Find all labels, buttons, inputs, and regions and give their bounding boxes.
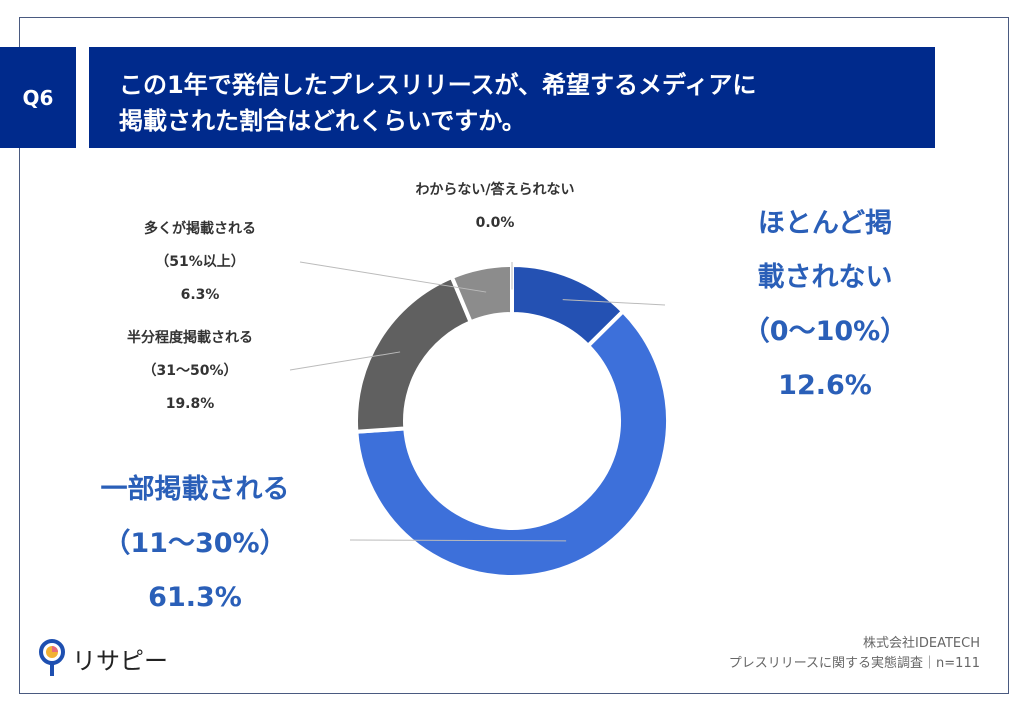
slice-1-value: 61.3%	[148, 582, 242, 613]
title-line-1: この1年で発信したプレスリリースが、希望するメディアに	[119, 71, 757, 99]
slice-3-range: （51%以上）	[155, 254, 245, 270]
logo-pin-icon	[39, 639, 65, 676]
slice-2-name: 半分程度掲載される	[127, 330, 253, 346]
donut-slice-2	[354, 274, 474, 434]
frame	[19, 17, 1009, 694]
slice-0-range: （0〜10%）	[742, 316, 908, 347]
slice-1-name: 一部掲載される	[100, 474, 290, 505]
donut-slice-1	[354, 308, 670, 579]
leader-line-1	[349, 539, 567, 542]
slice-0-name: ほとんど掲載されない	[757, 208, 893, 293]
slice-4-value: 0.0%	[475, 215, 515, 231]
leader-line-0	[562, 299, 666, 306]
label-slice-3: 多くが掲載される （51%以上） 6.3%	[100, 213, 300, 312]
slice-1-range: （11〜30%）	[103, 528, 287, 559]
slice-2-range: （31〜50%）	[142, 363, 238, 379]
label-slice-2: 半分程度掲載される （31〜50%） 19.8%	[90, 322, 290, 421]
slice-2-value: 19.8%	[165, 396, 215, 412]
logo-text: リサピー	[72, 646, 168, 675]
slice-0-value: 12.6%	[778, 370, 872, 401]
title-line-2: 掲載された割合はどれくらいですか。	[119, 107, 526, 135]
slice-4-name: わからない/答えられない	[415, 182, 575, 198]
leader-line-2	[289, 351, 401, 371]
label-slice-4: わからない/答えられない 0.0%	[370, 174, 620, 240]
label-slice-1: 一部掲載される （11〜30%） 61.3%	[70, 463, 320, 625]
leader-line-3	[299, 261, 487, 293]
question-number: Q6	[0, 47, 76, 148]
footer: 株式会社IDEATECH プレスリリースに関する実態調査｜n=111	[729, 634, 980, 674]
footer-survey: プレスリリースに関する実態調査｜n=111	[728, 656, 980, 671]
slice-3-value: 6.3%	[180, 287, 220, 303]
label-slice-0: ほとんど掲載されない （0〜10%） 12.6%	[700, 197, 950, 413]
footer-company: 株式会社IDEATECH	[863, 636, 980, 651]
question-title: この1年で発信したプレスリリースが、希望するメディアに 掲載された割合はどれくら…	[89, 47, 935, 148]
logo: リサピー	[38, 638, 168, 678]
slice-3-name: 多くが掲載される	[144, 221, 256, 237]
